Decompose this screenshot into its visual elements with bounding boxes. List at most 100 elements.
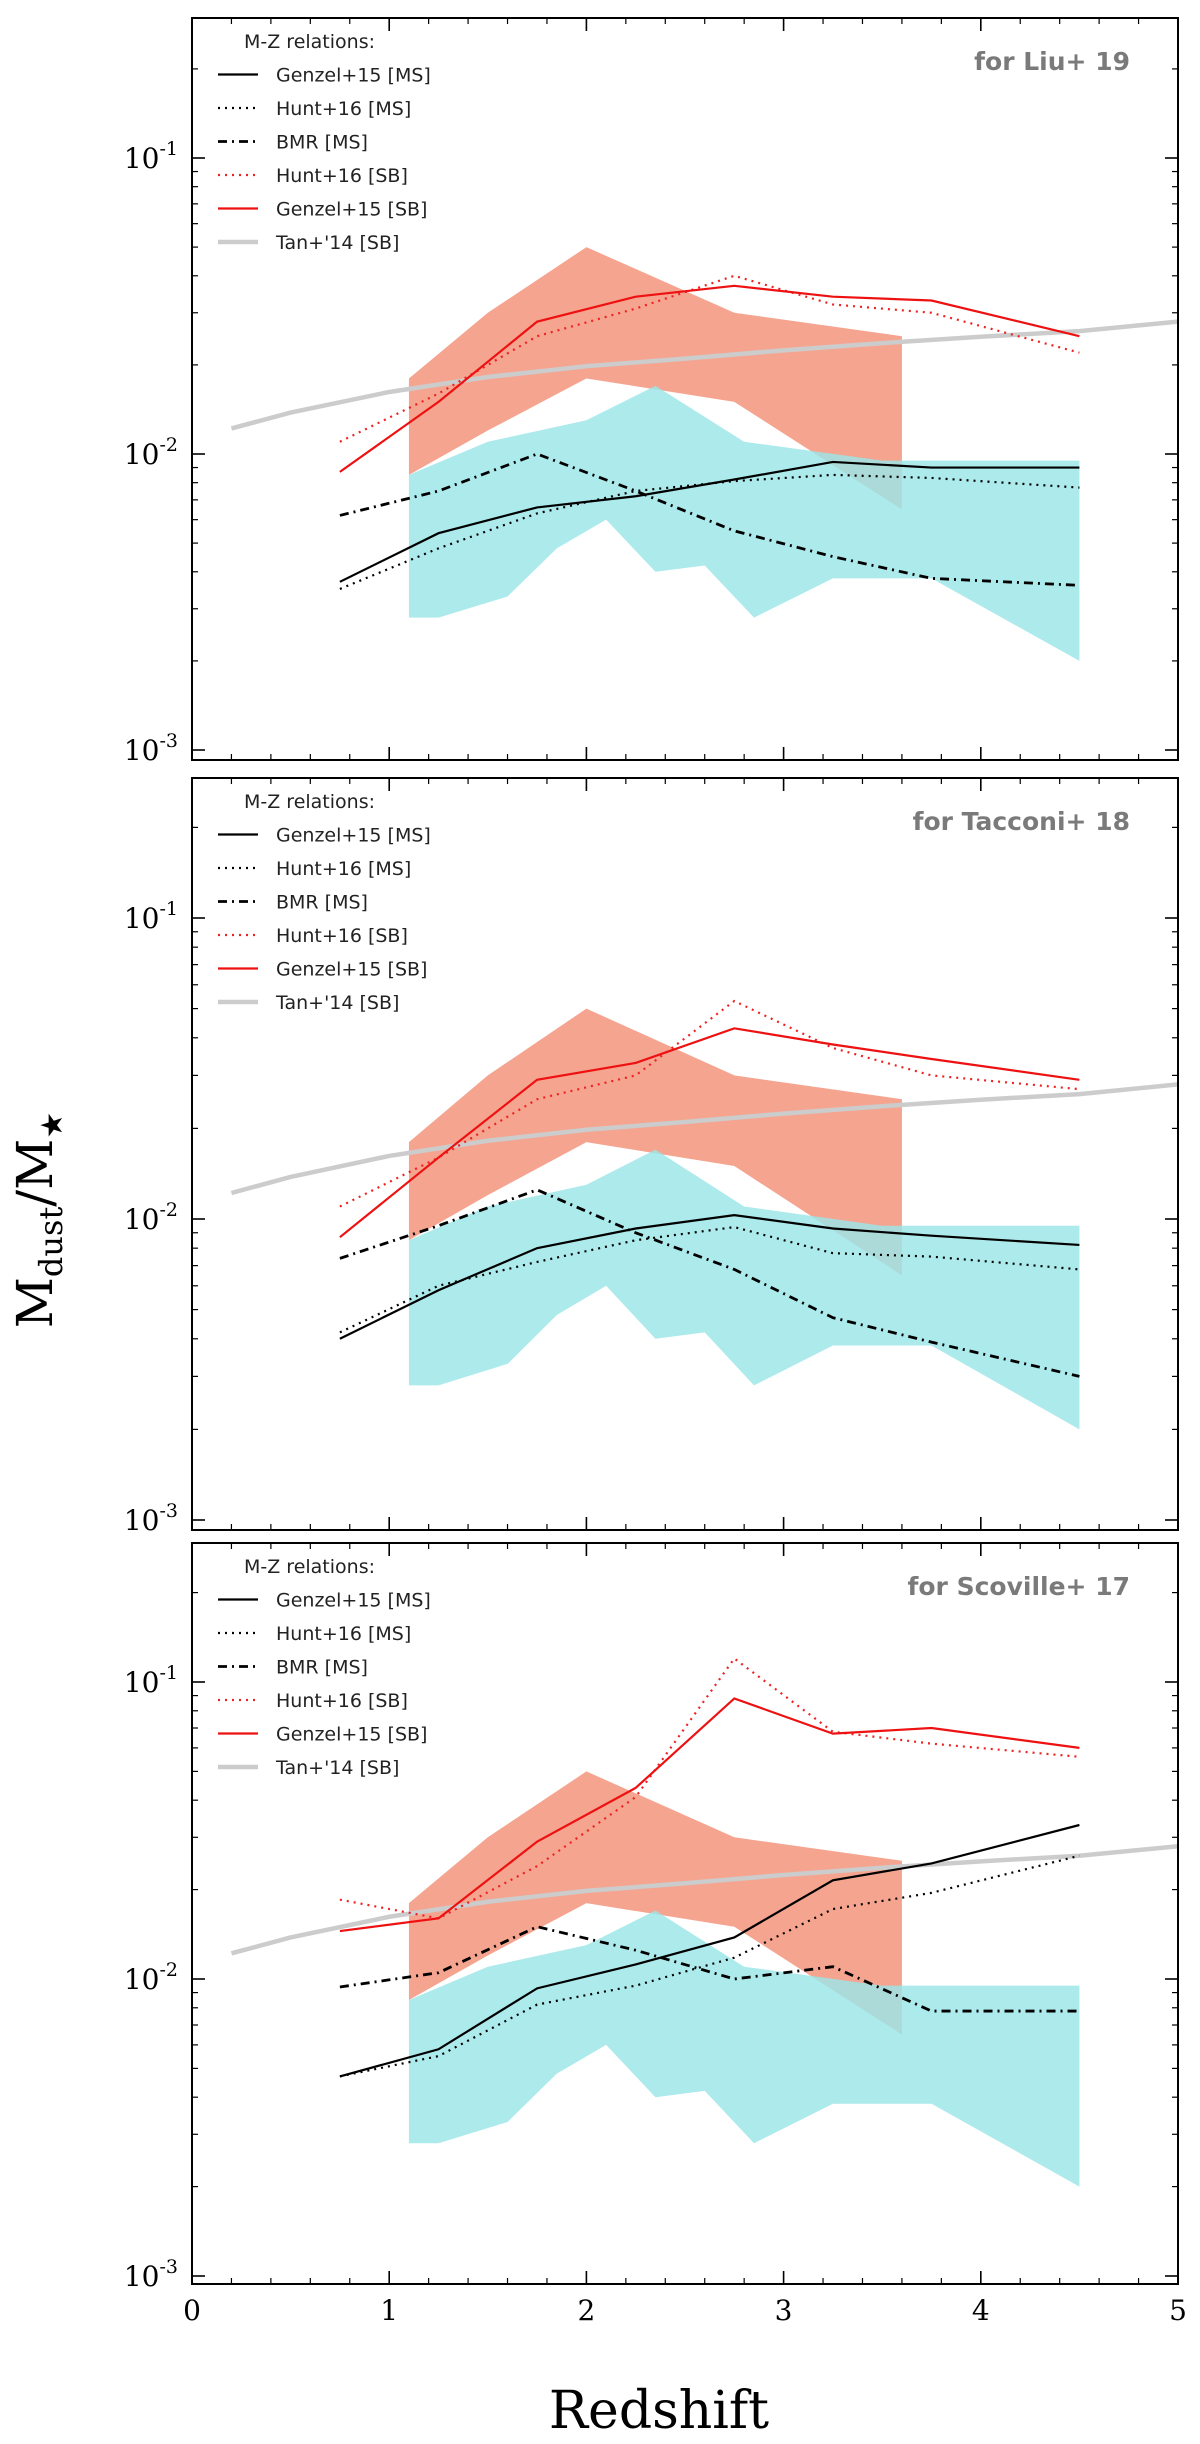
legend-title: M-Z relations: [244,1556,375,1578]
band-ms-range [408,1149,1080,1430]
legend-label: Hunt+16 [MS] [276,98,411,120]
y-tick-base: 10 [124,438,160,471]
legend-label: Hunt+16 [MS] [276,858,411,880]
y-axis-title: Mdust/M★ [6,1112,70,1329]
band-sb-range [408,247,902,510]
series-line-tan-sb [230,319,1178,431]
band-ms-range [408,1910,1080,2187]
band-sb-range [408,1771,902,2035]
y-axis-title-sub1: dust [32,1207,70,1278]
legend: M-Z relations: Genzel+15 [MS] Hunt+16 [MS]… [218,1556,431,1779]
y-tick-base: 10 [124,1666,160,1699]
panel-title: for Scoville+ 17 [908,1572,1131,1601]
panel-frame [191,17,1179,761]
panel-frame [191,1542,1179,2285]
series-line-tan-sb [230,1082,1178,1196]
legend-title: M-Z relations: [244,791,375,813]
series-line-bmr-ms [339,1925,1080,2013]
legend: M-Z relations: Genzel+15 [MS] Hunt+16 [MS]… [218,31,431,254]
y-tick-label: 10-2 [124,1199,178,1236]
y-tick-exponent: -3 [159,1500,178,1522]
series-line-hunt-ms [339,1225,1080,1334]
y-tick-base: 10 [124,2260,160,2293]
band-sb-range [408,1008,902,1276]
y-tick-base: 10 [124,1504,160,1537]
plot-area [230,1656,1178,2187]
x-tick-label: 1 [380,2294,398,2327]
x-tick-label: 5 [1169,2294,1187,2327]
series-line-tan-sb [230,1843,1178,1956]
x-tick-label: 4 [972,2294,990,2327]
plot-area [230,247,1178,661]
panel-title: for Tacconi+ 18 [913,807,1130,836]
y-tick-label: 10-3 [124,730,178,767]
series-line-genzel-ms [339,1214,1080,1340]
y-tick-label: 10-1 [124,1662,178,1699]
y-tick-base: 10 [124,734,160,767]
y-tick-label: 10-1 [124,138,178,175]
legend-label: Genzel+15 [MS] [276,825,431,847]
y-tick-base: 10 [124,142,160,175]
legend-title: M-Z relations: [244,31,375,53]
x-tick-label: 0 [183,2294,201,2327]
y-tick-exponent: -2 [159,1199,178,1221]
y-tick-exponent: -1 [159,898,178,920]
legend-label: Genzel+15 [SB] [276,959,427,981]
y-tick-exponent: -1 [159,138,178,160]
y-tick-label: 10-2 [124,434,178,471]
legend-label: Hunt+16 [MS] [276,1623,411,1645]
x-tick-label: 2 [577,2294,595,2327]
series-line-hunt-sb [339,1656,1080,1920]
panel-frame [191,777,1179,1531]
x-axis-title: Redshift [549,2381,769,2441]
legend-label: BMR [MS] [276,132,368,154]
ticks [191,1543,1179,2284]
y-tick-base: 10 [124,902,160,935]
legend-label: Genzel+15 [SB] [276,1724,427,1746]
legend-label: Hunt+16 [SB] [276,1690,408,1712]
y-tick-exponent: -1 [159,1662,178,1684]
series-line-hunt-ms [339,1854,1080,2078]
y-axis-title-sub2: ★ [35,1112,70,1139]
y-tick-base: 10 [124,1963,160,1996]
legend-label: Genzel+15 [SB] [276,199,427,221]
series-line-genzel-ms [339,460,1080,583]
y-tick-label: 10-3 [124,2256,178,2293]
legend-label: Hunt+16 [SB] [276,165,408,187]
legend: M-Z relations: Genzel+15 [MS] Hunt+16 [MS]… [218,791,431,1014]
legend-label: Hunt+16 [SB] [276,925,408,947]
y-tick-label: 10-1 [124,898,178,935]
y-tick-exponent: -2 [159,434,178,456]
y-axis-title-main: M [6,1277,64,1328]
series-line-bmr-ms [339,452,1080,587]
ticks [191,778,1179,1530]
y-axis-title-slash: /M [6,1139,64,1207]
legend-label: Tan+'14 [SB] [275,1757,399,1779]
y-tick-exponent: -2 [159,1959,178,1981]
y-tick-label: 10-2 [124,1959,178,1996]
legend-label: BMR [MS] [276,1657,368,1679]
series-line-genzel-sb [339,1697,1080,1933]
panel-title: for Liu+ 19 [974,47,1130,76]
plot-area [230,999,1178,1430]
series-line-bmr-ms [339,1188,1080,1378]
y-tick-exponent: -3 [159,2256,178,2278]
legend-label: Genzel+15 [MS] [276,65,431,87]
legend-label: BMR [MS] [276,892,368,914]
series-line-hunt-sb [339,999,1080,1208]
legend-label: Tan+'14 [SB] [275,232,399,254]
ticks [191,18,1179,760]
series-line-genzel-sb [339,284,1080,473]
y-tick-exponent: -3 [159,730,178,752]
legend-label: Genzel+15 [MS] [276,1590,431,1612]
legend-label: Tan+'14 [SB] [275,992,399,1014]
y-tick-base: 10 [124,1203,160,1236]
series-line-genzel-ms [339,1823,1080,2078]
series-line-genzel-sb [339,1027,1080,1239]
x-tick-label: 3 [775,2294,793,2327]
